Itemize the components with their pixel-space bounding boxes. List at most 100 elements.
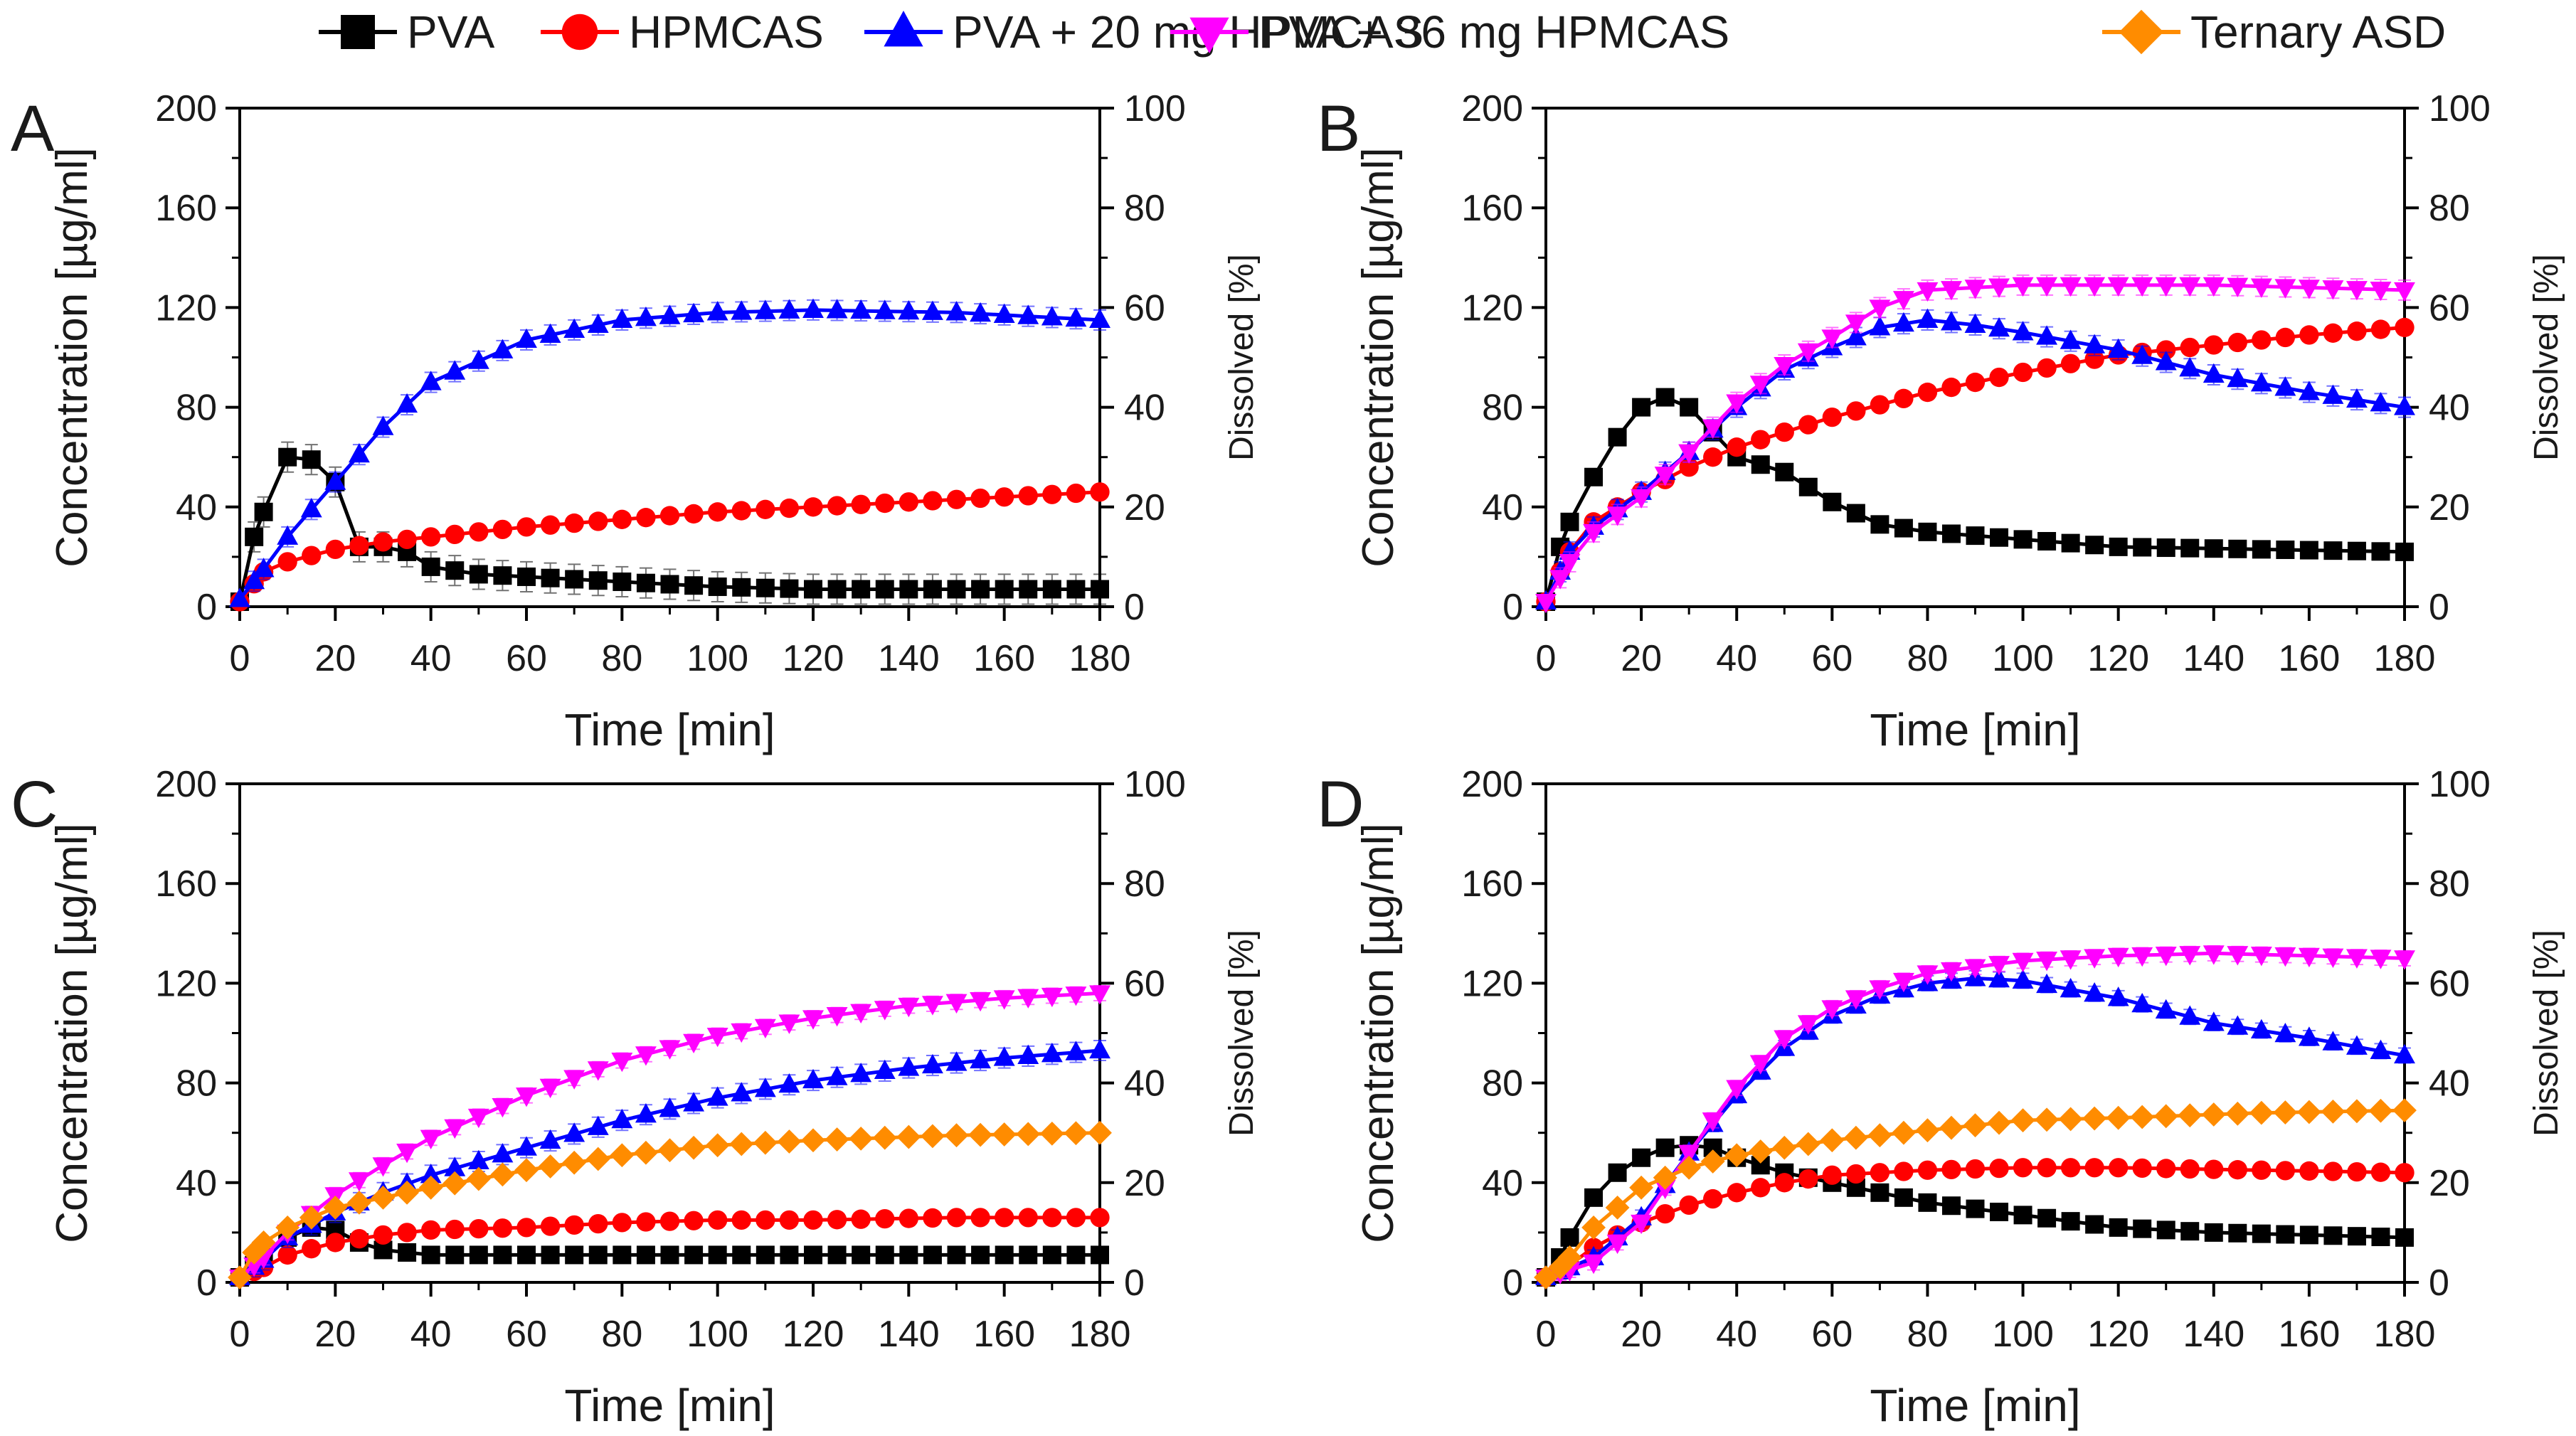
data-point-pva20 <box>539 323 561 344</box>
data-point-pva20 <box>2298 381 2320 400</box>
data-point-ternary <box>2058 1107 2083 1132</box>
data-point-pva <box>780 579 799 598</box>
y-tick-label: 120 <box>155 963 217 1004</box>
data-point-pva36 <box>2346 949 2368 969</box>
data-point-pva20 <box>492 339 514 358</box>
data-point-hpmcas <box>302 546 322 565</box>
series-pva20 <box>229 298 1111 607</box>
data-point-pva36 <box>467 1108 489 1129</box>
data-point-pva <box>2156 538 2175 558</box>
data-point-pva <box>565 1245 584 1265</box>
data-point-pva20 <box>300 498 322 518</box>
data-point-pva <box>1918 522 1937 541</box>
data-point-hpmcas <box>2252 1160 2272 1180</box>
data-point-pva20 <box>826 1065 848 1085</box>
data-point-pva36 <box>2203 945 2225 965</box>
data-point-pva <box>1990 528 2009 547</box>
series-pva <box>1537 388 2414 611</box>
data-point-pva36 <box>1583 1254 1605 1275</box>
series-line-pva20 <box>238 1048 1101 1280</box>
data-point-hpmcas <box>492 519 513 539</box>
data-point-ternary <box>585 1147 610 1171</box>
data-point-pva20 <box>2036 973 2058 994</box>
y2-axis-title: Dissolved [%] <box>1223 254 1261 461</box>
data-point-hpmcas <box>325 539 345 560</box>
data-point-hpmcas <box>2180 337 2200 358</box>
y-tick-label: 120 <box>1461 287 1523 329</box>
data-point-pva20 <box>2250 372 2272 392</box>
y-tick-label: 160 <box>1461 188 1523 229</box>
data-point-pva20 <box>587 1115 609 1135</box>
y2-tick-label: 60 <box>1124 287 1165 329</box>
data-point-ternary <box>2225 1101 2250 1126</box>
data-point-pva36 <box>2394 950 2415 970</box>
data-point-pva20 <box>2036 325 2058 345</box>
data-point-pva20 <box>802 1068 824 1089</box>
data-point-hpmcas <box>923 1208 943 1228</box>
data-point-pva <box>827 580 847 599</box>
data-point-pva <box>1632 1148 1651 1167</box>
data-point-pva20 <box>2179 357 2201 377</box>
data-point-ternary <box>490 1162 515 1187</box>
data-point-pva <box>852 580 871 599</box>
data-point-pva20 <box>683 1092 705 1112</box>
data-point-pva36 <box>731 1023 753 1043</box>
data-point-pva36 <box>1065 986 1087 1006</box>
data-point-pva <box>613 1245 632 1265</box>
data-point-pva20 <box>2346 388 2368 408</box>
legend-marker-hpmcas <box>561 14 598 50</box>
data-point-pva36 <box>1821 329 1843 349</box>
plot-frame <box>238 107 1101 608</box>
data-point-hpmcas <box>1727 1183 1747 1203</box>
data-point-hpmcas <box>2204 335 2224 355</box>
data-point-pva <box>756 578 775 597</box>
y2-tick-label: 0 <box>2429 1262 2449 1304</box>
data-point-hpmcas <box>1751 430 1771 450</box>
data-point-hpmcas <box>827 1210 847 1230</box>
data-point-pva36 <box>1917 965 1939 985</box>
data-point-pva20 <box>2394 395 2415 415</box>
data-point-pva <box>684 1245 704 1265</box>
y2-tick-label: 20 <box>2429 487 2470 528</box>
data-point-pva36 <box>1797 1015 1819 1035</box>
x-tick-label: 100 <box>687 1314 748 1355</box>
data-point-pva36 <box>635 1046 657 1066</box>
data-point-hpmcas <box>2370 319 2391 339</box>
data-point-pva20 <box>444 360 466 380</box>
data-point-hpmcas <box>1822 1165 1842 1185</box>
data-point-ternary <box>1963 1113 1988 1138</box>
data-point-pva20 <box>2394 1043 2415 1064</box>
data-point-hpmcas <box>970 488 990 509</box>
y-tick-label: 80 <box>1482 388 1523 429</box>
data-point-pva <box>756 1245 775 1265</box>
data-point-hpmcas <box>1870 1163 1890 1183</box>
data-point-hpmcas <box>2060 1158 2081 1178</box>
data-point-pva36 <box>2274 279 2296 299</box>
y-tick-label: 160 <box>155 863 217 905</box>
x-axis-title: Time [min] <box>564 704 775 755</box>
data-point-pva36 <box>2107 947 2129 968</box>
x-tick-label: 60 <box>506 1314 547 1355</box>
data-point-pva <box>1091 1245 1109 1265</box>
data-point-pva20 <box>1892 312 1914 332</box>
data-point-ternary <box>299 1205 324 1230</box>
data-point-pva <box>875 580 894 599</box>
data-point-pva20 <box>1988 967 2010 988</box>
data-point-hpmcas <box>277 1245 297 1265</box>
data-point-ternary <box>1867 1123 1892 1148</box>
data-point-hpmcas <box>1679 1195 1699 1215</box>
data-point-pva20 <box>372 415 394 435</box>
data-point-pva <box>2180 538 2200 558</box>
data-point-pva36 <box>1845 990 1867 1010</box>
data-point-pva36 <box>1678 1144 1700 1164</box>
legend-entry-hpmcas: HPMCAS <box>541 6 824 58</box>
data-point-pva <box>445 1245 465 1265</box>
data-point-pva <box>899 580 918 599</box>
data-point-ternary <box>2035 1107 2059 1132</box>
data-point-pva36 <box>1892 291 1914 311</box>
y2-tick-label: 0 <box>1124 587 1145 628</box>
x-axis-title: Time [min] <box>564 1380 775 1431</box>
panel-letter: C <box>11 768 58 841</box>
x-tick-label: 100 <box>1992 1314 2054 1355</box>
data-point-ternary <box>538 1154 563 1179</box>
